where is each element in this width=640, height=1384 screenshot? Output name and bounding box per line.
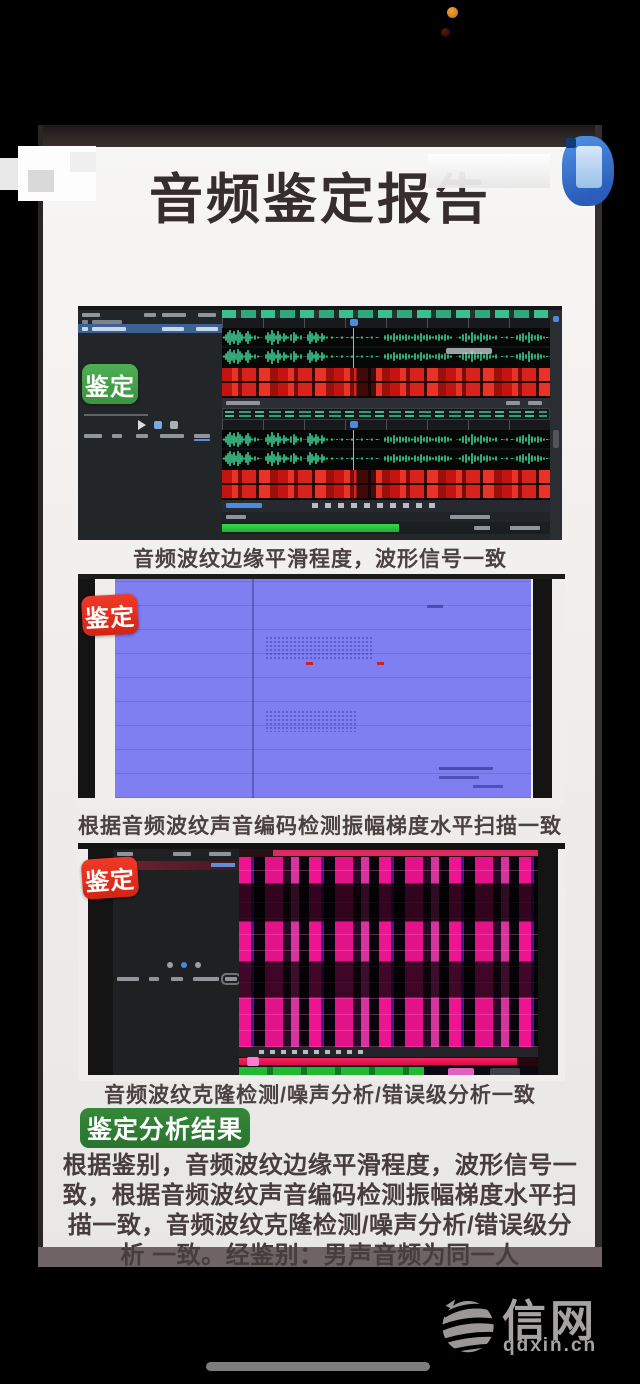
scan-grid-patch-2 (264, 710, 357, 733)
card-bottom-border (38, 1247, 602, 1267)
transport-icons[interactable] (312, 503, 442, 508)
seek-handle[interactable] (247, 1057, 259, 1066)
tool-dot-blue[interactable] (553, 316, 559, 322)
waveform-track-1[interactable] (222, 328, 550, 368)
render-progress-fill (222, 524, 400, 532)
speaker-icon[interactable] (170, 421, 178, 429)
transport-dot-1[interactable] (167, 962, 173, 968)
seek-bar[interactable] (239, 1057, 538, 1066)
active-tab-underline (194, 439, 210, 441)
caption-3: 音频波纹克隆检测/噪声分析/错误级分析一致 (104, 1084, 536, 1107)
report-card: 音频鉴定报告 专业鉴定 (38, 125, 602, 1269)
level-meter-green (239, 1067, 425, 1075)
transport-dot-3[interactable] (195, 962, 201, 968)
home-indicator[interactable] (206, 1362, 430, 1371)
censor-blob-left (18, 146, 96, 201)
inspection-badge-2: 鉴定 (80, 593, 140, 637)
overview-strip (222, 310, 550, 318)
selected-file-row-3[interactable] (113, 861, 239, 870)
result-text: 根据鉴别，音频波纹边缘平滑程度，波形信号一致，根据音频波纹声音编码检测振幅梯度水… (62, 1152, 578, 1269)
screenshot-clone-detection: 鉴定 (78, 843, 565, 1081)
scan-divider (252, 579, 255, 798)
card-top-border (38, 125, 602, 147)
spectrogram-track-2[interactable] (222, 470, 550, 500)
caption-2: 根据音频波纹声音编码检测振幅梯度水平扫描一致 (78, 815, 562, 838)
seek-bar-fill (239, 1058, 518, 1065)
transport-bar-3[interactable] (239, 1047, 538, 1057)
scan-view (115, 579, 531, 798)
caption-1: 音频波纹边缘平滑程度，波形信号一致 (133, 548, 507, 571)
transport-dot-2[interactable] (181, 962, 187, 968)
playhead-marker-icon[interactable] (349, 319, 358, 326)
files-panel (78, 310, 222, 540)
time-tooltip (446, 348, 492, 354)
scan-marker-2 (377, 662, 385, 666)
timeline-ruler-1[interactable] (222, 318, 550, 328)
scan-grid-patch-1 (264, 635, 373, 661)
blue-sticker-icon (562, 136, 614, 206)
playhead-marker-icon-2[interactable] (349, 421, 358, 428)
site-name: 信网 (502, 1297, 598, 1346)
loop-icon[interactable] (154, 421, 162, 429)
file-duration-label (211, 863, 235, 867)
render-progress (222, 522, 550, 534)
result-badge: 鉴定分析结果 (80, 1108, 250, 1148)
timecode-display (226, 503, 262, 508)
card-left-border (38, 125, 43, 1267)
playhead-line-2 (353, 430, 355, 470)
timeline-ruler-2[interactable] (222, 420, 550, 430)
pillar-right-3 (538, 849, 558, 1075)
clone-analysis-view (113, 849, 538, 1075)
play-icon[interactable] (138, 420, 146, 430)
inspection-badge-3: 鉴定 (80, 856, 140, 900)
track-info-bar (222, 398, 550, 408)
waveform-track-2[interactable] (222, 430, 550, 470)
scan-label-1 (439, 767, 494, 771)
spectrogram-track-1[interactable] (222, 368, 550, 398)
spectrogram-area (239, 849, 538, 1075)
clone-spectrogram (239, 857, 538, 1047)
censor-blob-left-edge (0, 158, 18, 190)
right-tool-strip (550, 310, 562, 540)
selected-file-row[interactable] (78, 324, 222, 333)
scrollbar-thumb[interactable] (553, 430, 559, 448)
status-row (222, 512, 550, 522)
screenshot-amplitude-scan: 鉴定 (78, 574, 565, 805)
camera-dot-secondary (441, 28, 450, 37)
playhead-line (353, 328, 355, 368)
pillar-right (533, 579, 552, 798)
scan-marker-3 (427, 605, 443, 609)
panel-divider (84, 414, 148, 416)
scan-label-3 (472, 784, 503, 788)
censor-blob-right (428, 154, 550, 188)
screenshot-waveform-comparison: 鉴定 (78, 306, 562, 540)
scan-label-2 (439, 776, 480, 780)
watermark: 信网 qdxin.cn (436, 1285, 616, 1363)
site-logo-globe-icon (436, 1293, 500, 1357)
inspection-badge-1: 鉴定 (82, 364, 138, 404)
scan-marker-1 (306, 662, 314, 666)
meter-chip-gray (490, 1068, 521, 1075)
overview-waveform-strip (222, 408, 550, 420)
waveform-editor-area (222, 310, 550, 540)
card-right-border (595, 125, 602, 1267)
site-url: qdxin.cn (503, 1335, 598, 1356)
camera-dot (447, 7, 458, 18)
transport-bar[interactable] (222, 500, 550, 512)
top-red-bar (273, 850, 538, 856)
meter-chip-pink (448, 1068, 475, 1075)
